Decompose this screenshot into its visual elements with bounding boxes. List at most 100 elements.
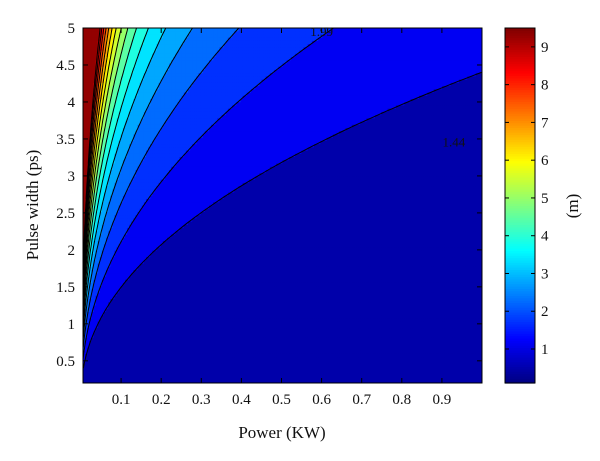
- contour-cell: [215, 28, 218, 32]
- contour-cell: [152, 34, 155, 39]
- contour-cell: [160, 44, 164, 48]
- contour-cell: [425, 40, 428, 45]
- contour-cell: [215, 34, 218, 39]
- contour-cell: [269, 37, 273, 42]
- contour-cell: [169, 37, 172, 42]
- contour-cell: [146, 34, 149, 39]
- contour-cell: [446, 34, 449, 39]
- contour-cell: [261, 28, 265, 32]
- contour-cell: [158, 34, 162, 39]
- contour-cell: [341, 28, 344, 32]
- contour-cell: [169, 31, 172, 36]
- contour-cell: [282, 37, 286, 42]
- contour-cell: [471, 28, 475, 32]
- contour-cell: [181, 44, 185, 48]
- contour-cell: [164, 37, 168, 42]
- contour-cell: [265, 40, 269, 45]
- contour-cell: [133, 28, 137, 32]
- contour-cell: [202, 40, 206, 45]
- contour-cell: [253, 28, 256, 32]
- contour-cell: [255, 40, 258, 45]
- contour-cell: [146, 44, 149, 48]
- contour-cell: [274, 37, 277, 42]
- contour-cell: [156, 34, 160, 39]
- contour-cell: [299, 37, 302, 42]
- contour-cell: [309, 34, 313, 39]
- contour-cell: [125, 40, 128, 45]
- contour-cell: [309, 37, 313, 42]
- contour-cell: [395, 40, 399, 45]
- contour-cell: [385, 37, 389, 42]
- contour-cell: [477, 40, 481, 45]
- contour-cell: [190, 40, 193, 45]
- contour-cell: [192, 37, 195, 42]
- contour-cell: [236, 40, 239, 45]
- contour-cell: [158, 28, 162, 32]
- contour-cell: [433, 37, 437, 42]
- contour-cell: [211, 34, 214, 39]
- contour-cell: [259, 31, 263, 36]
- contour-cell: [230, 40, 233, 45]
- contour-cell: [293, 40, 296, 45]
- contour-cell: [129, 34, 132, 39]
- contour-cell: [206, 37, 210, 42]
- contour-cell: [337, 40, 340, 45]
- contour-cell: [164, 44, 168, 48]
- contour-cell: [377, 28, 380, 32]
- contour-cell: [433, 34, 437, 39]
- contour-cell: [364, 31, 368, 36]
- contour-cell: [206, 40, 210, 45]
- contour-cell: [332, 40, 336, 45]
- contour-cell: [280, 31, 284, 36]
- contour-cell: [395, 31, 399, 36]
- contour-cell: [345, 28, 349, 32]
- contour-cell: [131, 34, 134, 39]
- contour-cell: [101, 34, 105, 39]
- contour-cell: [198, 31, 202, 36]
- contour-cell: [358, 28, 361, 32]
- contour-cell: [408, 40, 412, 45]
- contour-cell: [173, 28, 176, 32]
- contour-cell: [198, 37, 202, 42]
- contour-cell: [112, 28, 116, 32]
- contour-cell: [372, 31, 376, 36]
- contour-cell: [91, 44, 95, 48]
- contour-cell: [183, 31, 187, 36]
- contour-cell: [169, 40, 172, 45]
- plot-area: [83, 28, 482, 383]
- contour-cell: [360, 31, 363, 36]
- contour-cell: [188, 34, 191, 39]
- contour-cell: [251, 37, 254, 42]
- contour-cell: [303, 37, 307, 42]
- contour-cell: [335, 31, 338, 36]
- contour-cell: [171, 34, 174, 39]
- contour-cell: [179, 37, 183, 42]
- contour-cell: [427, 37, 431, 42]
- contour-cell: [475, 37, 479, 42]
- contour-cell: [435, 31, 439, 36]
- contour-cell: [131, 28, 134, 32]
- contour-cell: [307, 34, 311, 39]
- contour-cell: [230, 31, 233, 36]
- contour-cell: [101, 37, 105, 42]
- contour-cell: [261, 37, 265, 42]
- contour-cell: [269, 31, 273, 36]
- contour-cell: [442, 37, 445, 42]
- contour-cell: [414, 37, 418, 42]
- contour-cell: [217, 37, 221, 42]
- contour-cell: [211, 31, 214, 36]
- contour-cell: [299, 34, 302, 39]
- contour-cell: [463, 28, 466, 32]
- contour-cell: [295, 34, 298, 39]
- contour-cell: [400, 31, 403, 36]
- contour-cell: [461, 31, 464, 36]
- contour-cell: [139, 28, 143, 32]
- contour-cell: [267, 28, 271, 32]
- contour-cell: [347, 40, 351, 45]
- contour-cell: [406, 37, 410, 42]
- contour-cell: [265, 37, 269, 42]
- contour-cell: [253, 34, 256, 39]
- contour-cell: [444, 34, 447, 39]
- contour-cell: [114, 44, 118, 48]
- contour-cell: [156, 37, 160, 42]
